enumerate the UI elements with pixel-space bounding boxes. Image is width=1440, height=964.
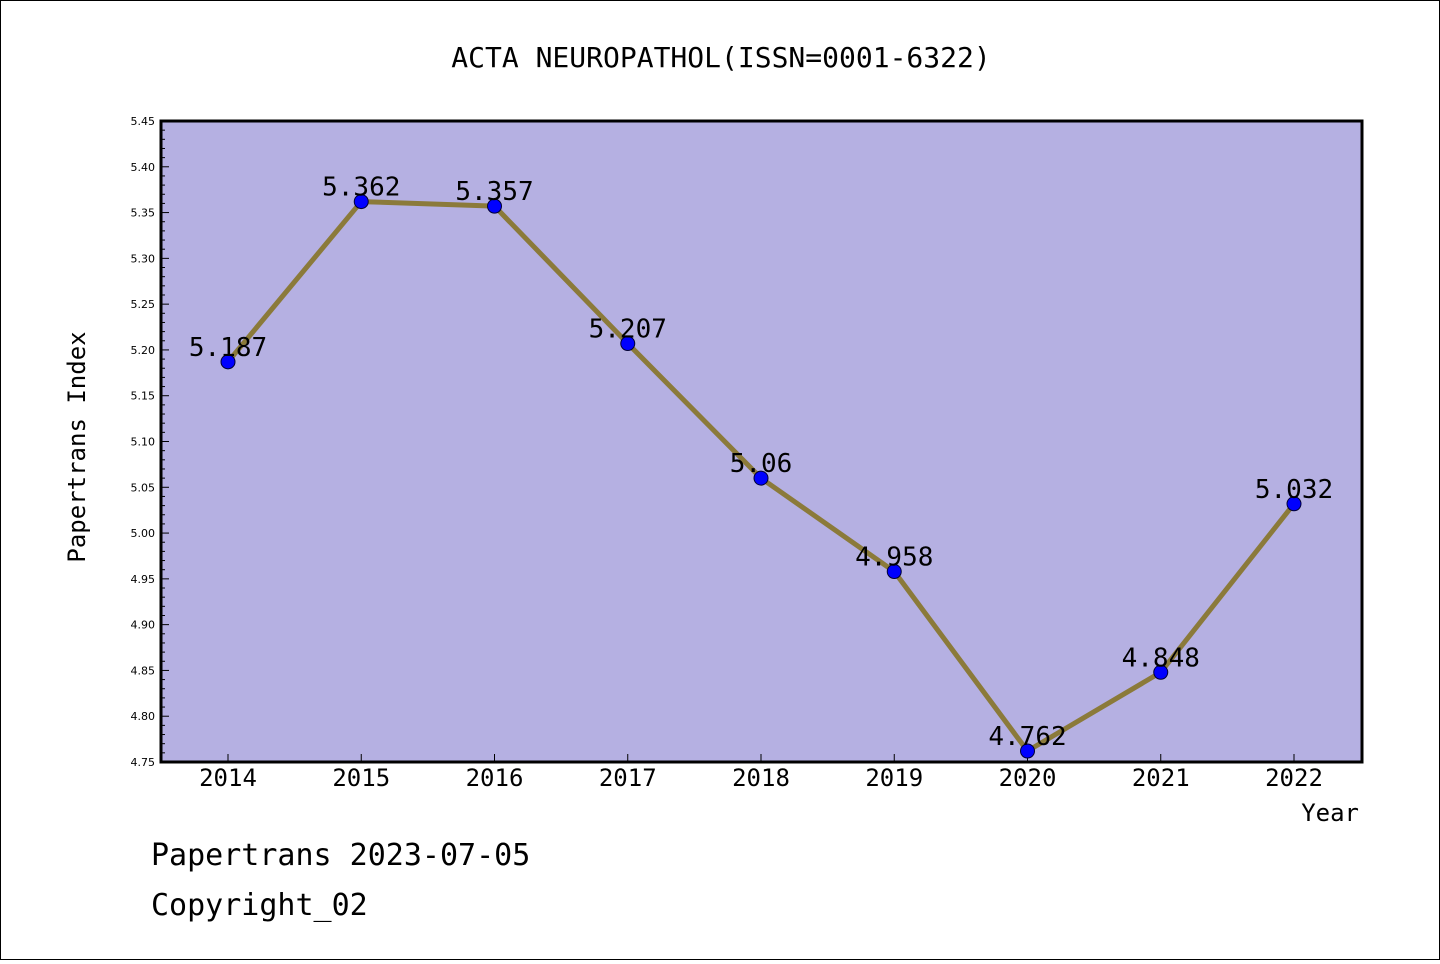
x-tick-label: 2022: [1265, 764, 1323, 792]
data-point: [1286, 496, 1302, 512]
data-label: 5.06: [730, 449, 793, 479]
data-label: 5.207: [589, 315, 667, 345]
x-tick-label: 2014: [199, 764, 257, 792]
footer-date: Papertrans 2023-07-05: [151, 838, 530, 873]
data-point: [1020, 743, 1035, 759]
y-tick-label: 5.10: [131, 436, 156, 449]
x-tick-label: 2021: [1132, 764, 1190, 792]
y-tick-label: 5.35: [131, 207, 156, 220]
x-axis: 2014 2015 2016 2017 2018 2019 2020 2021 2022: [199, 754, 1323, 792]
data-point: [620, 336, 636, 352]
y-tick-label: 5.00: [131, 527, 156, 540]
data-point: [353, 194, 369, 210]
y-tick-label: 4.80: [131, 710, 156, 723]
x-tick-label: 2017: [599, 764, 657, 792]
data-point: [487, 198, 502, 214]
x-tick-label: 2019: [865, 764, 923, 792]
data-point: [1153, 664, 1169, 680]
y-tick-label: 5.05: [131, 481, 156, 494]
series-group: [220, 194, 1302, 759]
data-label: 5.362: [322, 173, 400, 203]
data-label: 5.357: [455, 177, 533, 207]
data-point: [886, 564, 902, 580]
y-axis-label: Papertrans Index: [63, 331, 91, 562]
y-tick-label: 5.20: [131, 344, 156, 357]
y-tick-label: 5.30: [131, 252, 156, 265]
y-tick-label: 4.75: [131, 756, 156, 769]
y-tick-label: 5.25: [131, 298, 156, 311]
y-axis: 4.75 4.80 4.85 4.90 4.95 5.00 5.05 5.10 5.15 5.20…: [131, 115, 169, 769]
x-tick-label: 2018: [732, 764, 790, 792]
data-point: [753, 470, 769, 486]
x-tick-label: 2015: [332, 764, 390, 792]
data-labels: 5.187 5.362 5.357 5.207 5.06 4.958 4.762 4.848 5…: [189, 173, 1333, 752]
data-point: [220, 354, 236, 370]
data-label: 4.848: [1122, 643, 1200, 673]
y-tick-label: 4.95: [131, 573, 156, 586]
y-tick-label: 5.45: [131, 115, 156, 128]
x-tick-label: 2020: [999, 764, 1057, 792]
y-tick-label: 5.15: [131, 390, 156, 403]
y-tick-label: 4.90: [131, 619, 156, 632]
x-axis-label: Year: [1301, 799, 1359, 827]
footer-copyright: Copyright_02: [151, 888, 368, 923]
data-label: 5.032: [1255, 475, 1333, 505]
data-label: 5.187: [189, 333, 267, 363]
data-label: 4.762: [988, 722, 1066, 752]
data-label: 4.958: [855, 543, 933, 573]
chart-title: ACTA NEUROPATHOL(ISSN=0001-6322): [451, 41, 990, 74]
y-tick-label: 5.40: [131, 161, 156, 174]
y-tick-label: 4.85: [131, 664, 156, 677]
plot-area: [159, 119, 1364, 764]
x-tick-label: 2016: [466, 764, 524, 792]
